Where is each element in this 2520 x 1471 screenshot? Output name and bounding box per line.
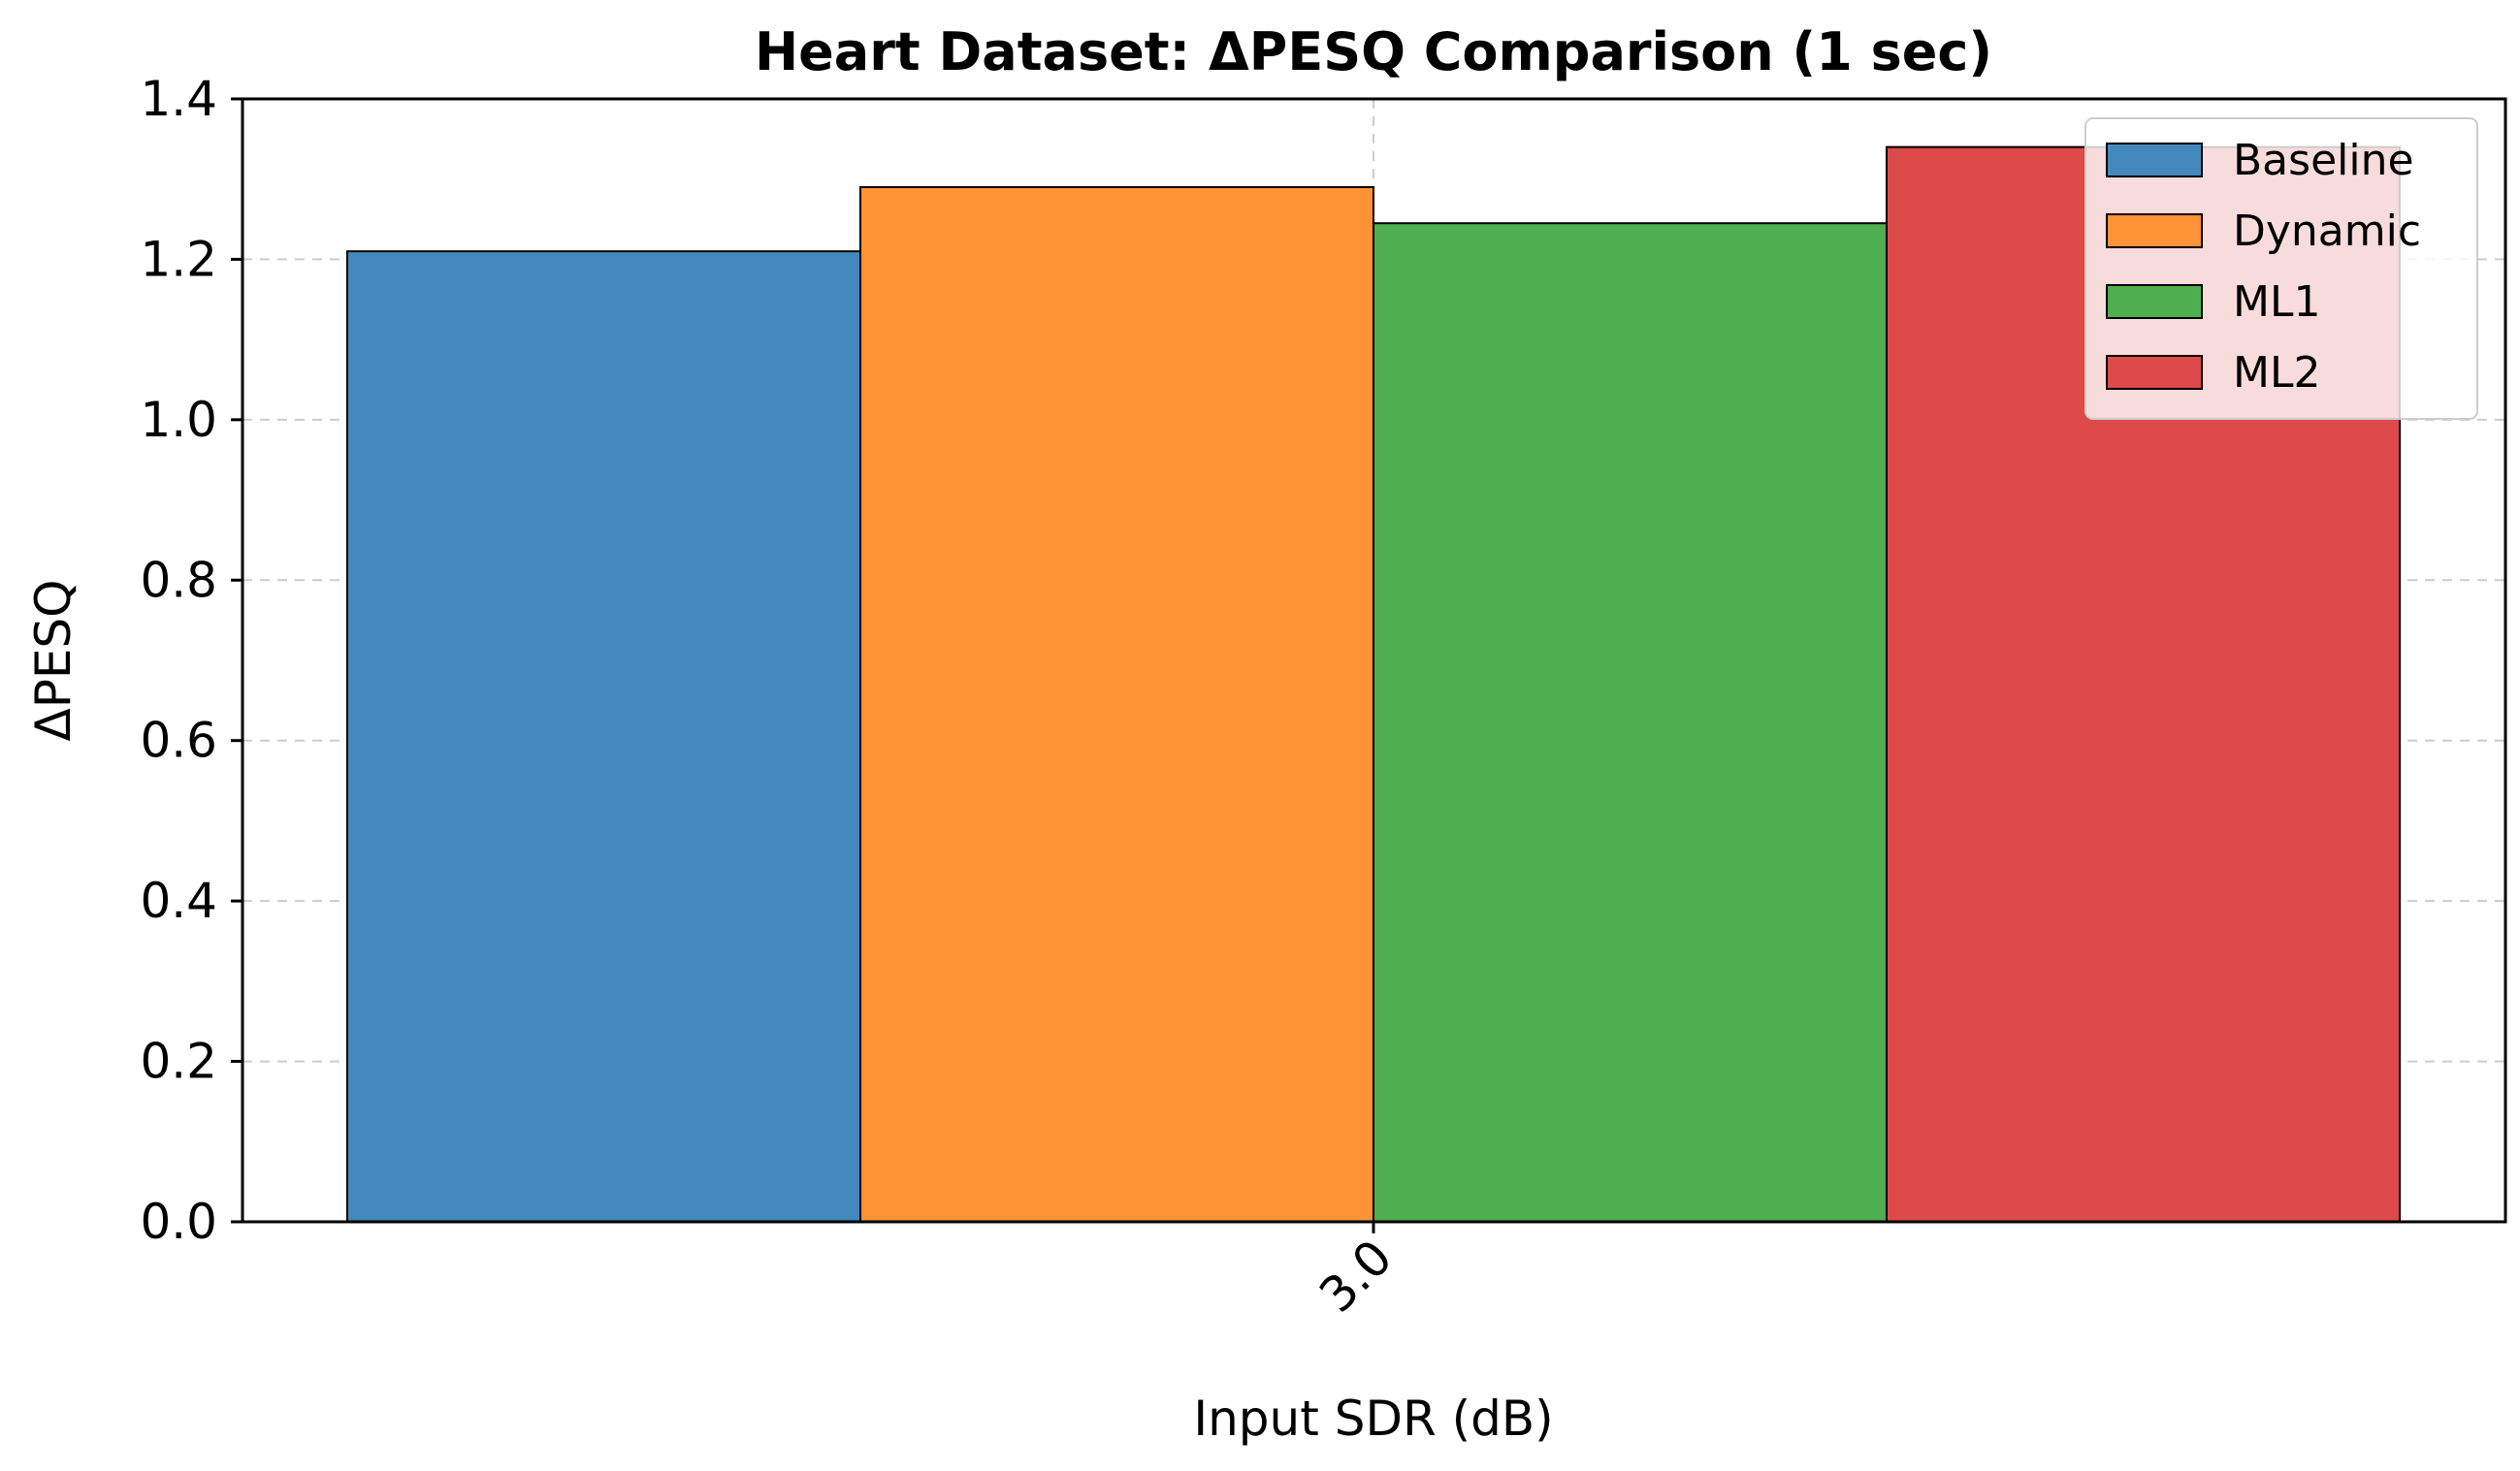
bar-ml1 (1373, 222, 1888, 1223)
x-axis-label: Input SDR (dB) (1193, 1391, 1553, 1447)
legend-label-ml2: ML2 (2233, 348, 2320, 398)
legend-swatch-dynamic (2106, 213, 2203, 248)
chart-title: Heart Dataset: ΔPESQ Comparison (1 sec) (755, 21, 1992, 82)
legend-swatch-baseline (2106, 143, 2203, 177)
legend-swatch-ml1 (2106, 284, 2203, 319)
y-tick-label: 0.2 (140, 1034, 217, 1090)
y-tick-label: 0.6 (140, 713, 217, 769)
bar-dynamic (859, 185, 1374, 1223)
y-tick-label: 0.8 (140, 552, 217, 608)
y-tick-label: 0.4 (140, 873, 217, 929)
y-axis-label: ΔPESQ (25, 579, 81, 741)
x-axis: 3.0 (1308, 1222, 1403, 1324)
legend: Baseline Dynamic ML1 ML2 (2084, 117, 2478, 420)
y-tick-label: 1.4 (140, 71, 217, 127)
legend-label-dynamic: Dynamic (2233, 207, 2421, 256)
legend-box (2084, 117, 2478, 420)
bars (346, 145, 2401, 1224)
y-axis: 0.0 0.2 0.4 0.6 0.8 1.0 1.2 1.4 (140, 71, 242, 1250)
x-tick-label: 3.0 (1308, 1229, 1403, 1323)
bar-baseline (346, 250, 861, 1223)
legend-label-baseline: Baseline (2233, 136, 2414, 185)
y-tick-label: 0.0 (140, 1194, 217, 1250)
legend-swatch-ml2 (2106, 355, 2203, 390)
y-tick-label: 1.0 (140, 392, 217, 448)
legend-label-ml1: ML1 (2233, 277, 2320, 327)
y-tick-label: 1.2 (140, 231, 217, 287)
